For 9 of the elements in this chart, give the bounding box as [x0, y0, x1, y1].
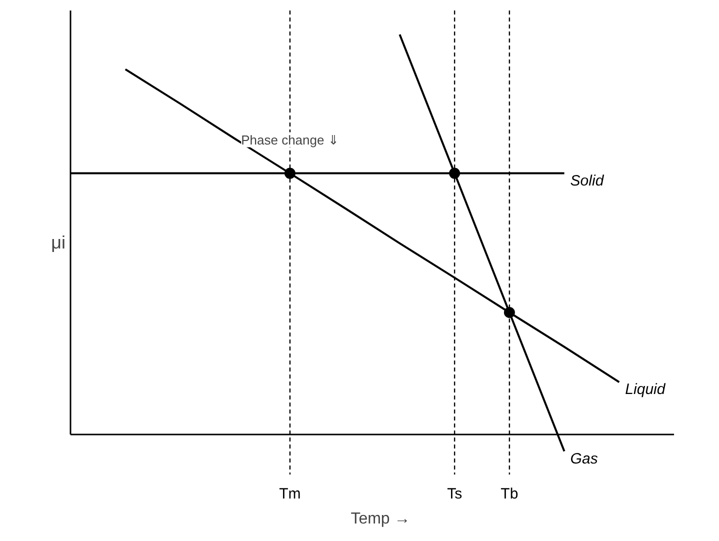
x-axis-title: Temp → — [350, 510, 410, 528]
series-label: Liquid — [625, 381, 666, 398]
series-label: Solid — [570, 172, 604, 190]
y-axis-title: μi — [51, 232, 66, 252]
x-tick-label: Tm — [279, 486, 301, 502]
x-tick-label: Tb — [500, 486, 518, 502]
annotation: Phase change ⇓ — [241, 132, 339, 148]
x-tick-label: Ts — [447, 486, 462, 502]
series-label: Gas — [570, 450, 598, 468]
